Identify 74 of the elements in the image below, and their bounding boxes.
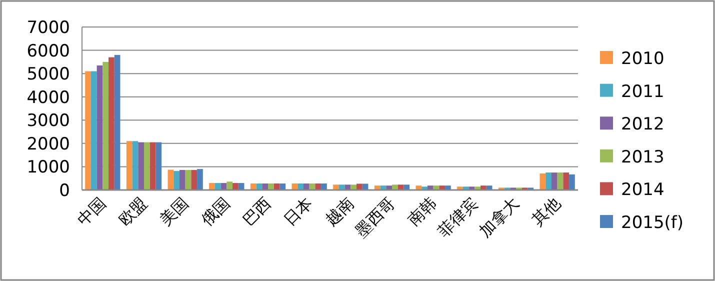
bar [474,186,481,190]
bar [404,184,410,190]
bar [427,186,434,190]
bar [191,170,198,190]
bar [150,142,156,190]
bar [262,183,268,190]
bar [315,183,322,190]
bar [422,186,428,190]
legend-label: 2014 [621,180,664,200]
bar [102,62,109,190]
x-tick-label: 其他 [528,193,564,230]
bar [85,71,91,190]
legend-label: 2010 [621,49,664,69]
bar [138,142,144,190]
bar [114,54,120,190]
bar [362,184,368,190]
bar [303,183,310,190]
y-tick-label: 3000 [26,111,70,132]
bar [280,183,286,190]
x-tick-label: 欧盟 [114,193,151,230]
y-tick-label: 0 [59,181,70,201]
bar [445,186,451,190]
bar [321,183,327,190]
bar [386,186,392,190]
y-tick-label: 6000 [26,41,70,62]
y-tick-label: 4000 [26,88,70,108]
bar [174,170,180,190]
bar [268,183,274,190]
x-tick-label: 俄国 [197,193,234,230]
bar [338,184,345,190]
bar [144,142,150,190]
x-tick-label: 巴西 [238,193,275,230]
legend-label: 2015(f) [621,213,684,233]
bar [179,170,186,190]
bar [540,173,546,190]
bar [546,172,552,190]
bar [350,184,357,190]
legend-label: 2011 [621,82,664,102]
y-tick-label: 1000 [26,158,70,178]
bar [333,184,339,190]
bar [392,184,398,190]
bar [457,186,463,190]
y-tick-label: 5000 [26,64,70,85]
x-tick-label: 中国 [73,193,110,230]
bar [374,186,380,190]
bar [156,142,162,190]
bar [232,183,238,190]
bar [226,182,233,190]
bar [569,174,575,190]
bar [356,184,362,190]
bar [132,141,138,190]
bar [563,172,570,190]
bar [250,183,256,190]
bar [185,170,192,190]
legend-label: 2013 [621,147,664,168]
bar [557,172,564,190]
bar [209,183,215,190]
bar [96,65,103,190]
bar [90,71,97,190]
bar [197,169,203,190]
bar [126,141,132,190]
bar [480,186,486,190]
bar [168,170,174,190]
y-tick-label: 2000 [26,134,70,154]
y-tick-label: 7000 [26,18,70,38]
legend-label: 2012 [621,114,664,135]
x-tick-label: 美国 [156,193,192,230]
bar [214,183,221,190]
bar [108,57,114,190]
bar [298,183,304,190]
bar [462,186,469,190]
bar [439,186,446,190]
x-tick-label: 日本 [280,193,316,230]
bar [551,172,558,190]
